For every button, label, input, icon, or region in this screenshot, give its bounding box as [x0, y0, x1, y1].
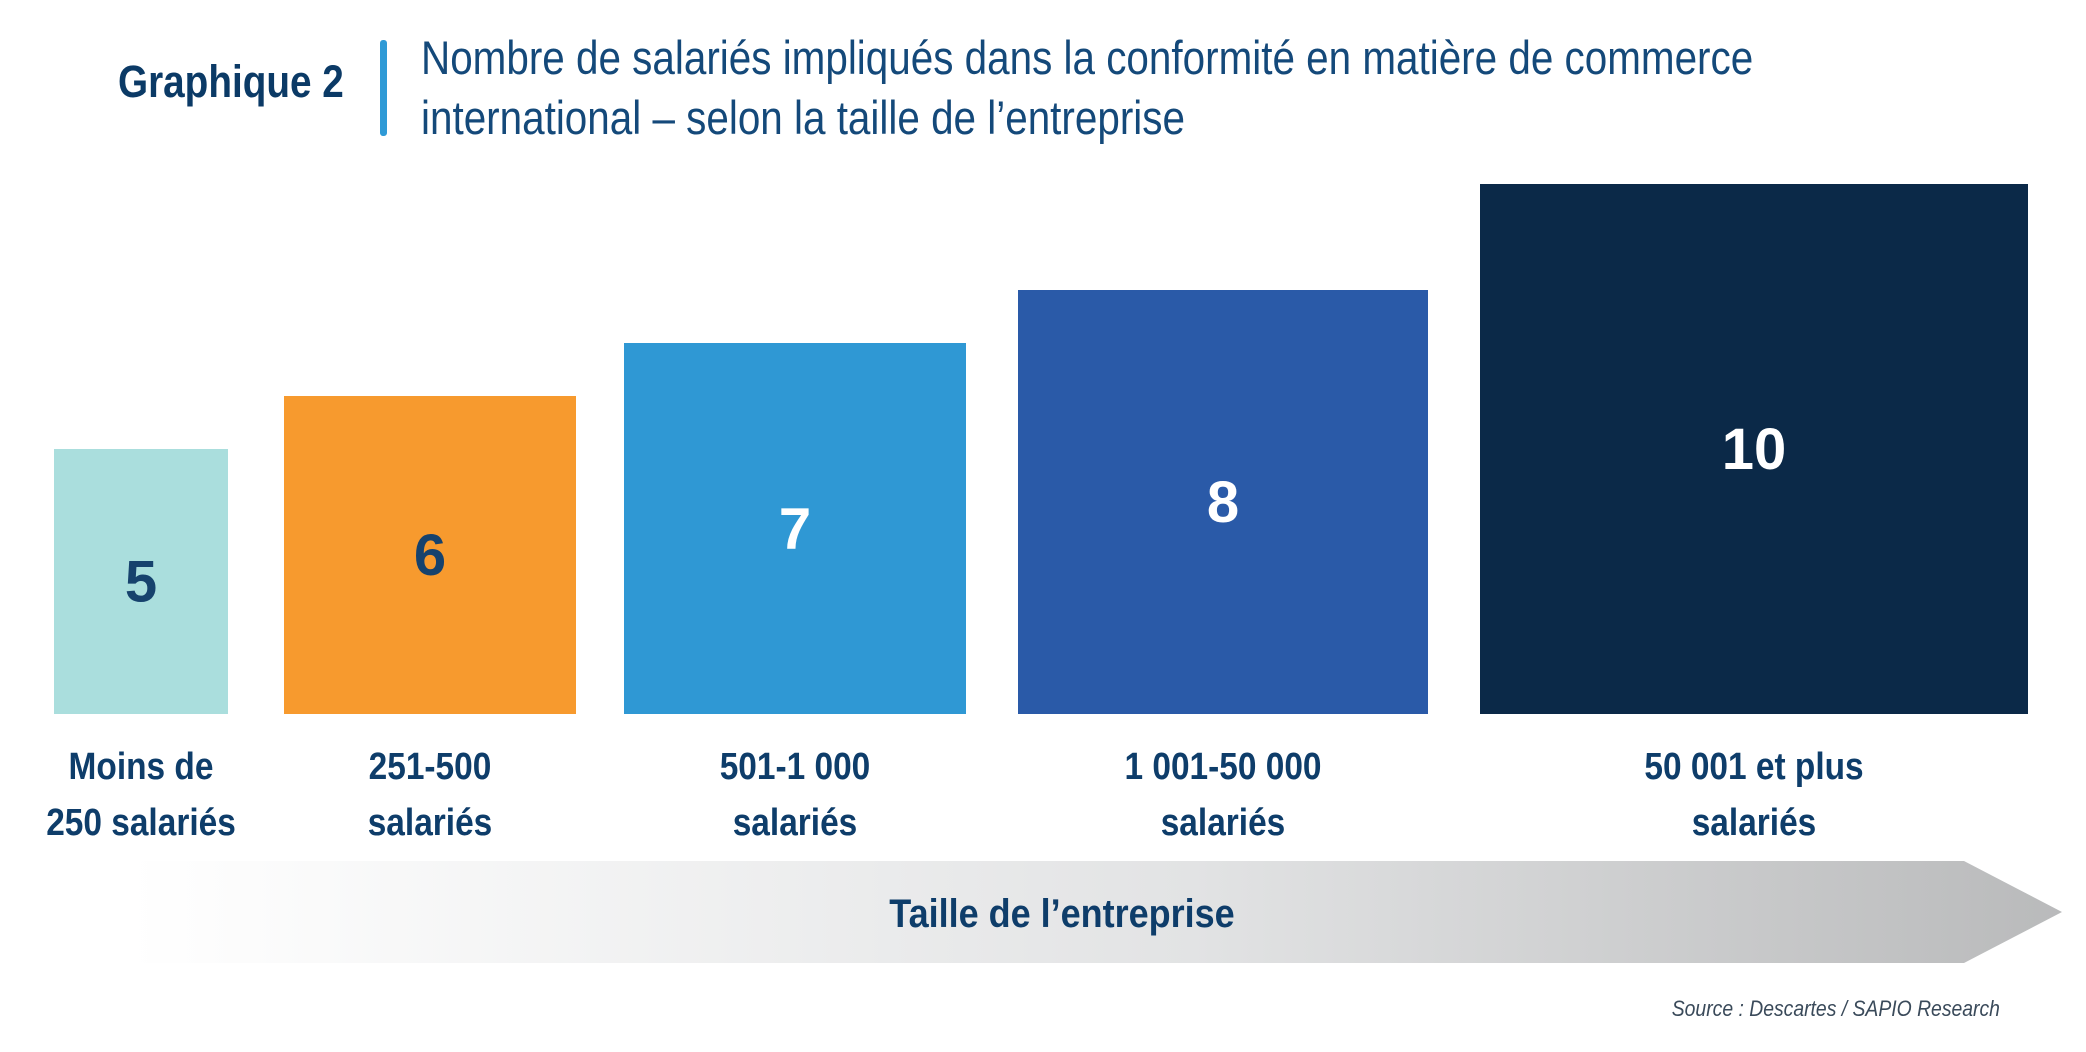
category-labels: Moins de 250 salariés 251-500 salariés 501-1… [46, 745, 1863, 843]
bar-1 [54, 449, 228, 714]
bar-value-label: 8 [1207, 470, 1239, 535]
bars-layer: 5 6 7 8 10 [54, 184, 2028, 714]
title-divider [380, 40, 387, 136]
category-label-line: salariés [368, 801, 493, 843]
category-label-line: 50 001 et plus [1644, 745, 1863, 787]
axis-arrow-shape [130, 861, 2062, 963]
category-label-line: 1 001-50 000 [1124, 745, 1321, 787]
x-axis-title: Taille de l’entreprise [889, 892, 1234, 936]
bar-value-label: 7 [779, 497, 811, 562]
category-label-line: salariés [1161, 801, 1286, 843]
bar-value-label: 6 [414, 523, 446, 588]
chart-title: Nombre de salariés impliqués dans la con… [421, 31, 1754, 144]
category-label-line: 501-1 000 [720, 745, 871, 787]
category-label-line: salariés [733, 801, 858, 843]
category-label-line: salariés [1692, 801, 1817, 843]
category-label-line: 250 salariés [46, 801, 236, 843]
bar-2 [284, 396, 576, 714]
category-label-line: 251-500 [369, 745, 492, 787]
graph-number-label: Graphique 2 [118, 56, 344, 107]
category-label-line: Moins de [69, 745, 214, 787]
chart-header: Graphique 2 Nombre de salariés impliqués… [0, 0, 2086, 150]
bar-4 [1018, 290, 1428, 714]
source-note: Source : Descartes / SAPIO Research [1671, 996, 2000, 1021]
bar-3 [624, 343, 966, 714]
bar-5 [1480, 184, 2028, 714]
size-axis-arrow: Taille de l’entreprise [130, 861, 2062, 963]
bar-value-label: 10 [1722, 417, 1787, 482]
bar-value-label: 5 [125, 550, 157, 615]
